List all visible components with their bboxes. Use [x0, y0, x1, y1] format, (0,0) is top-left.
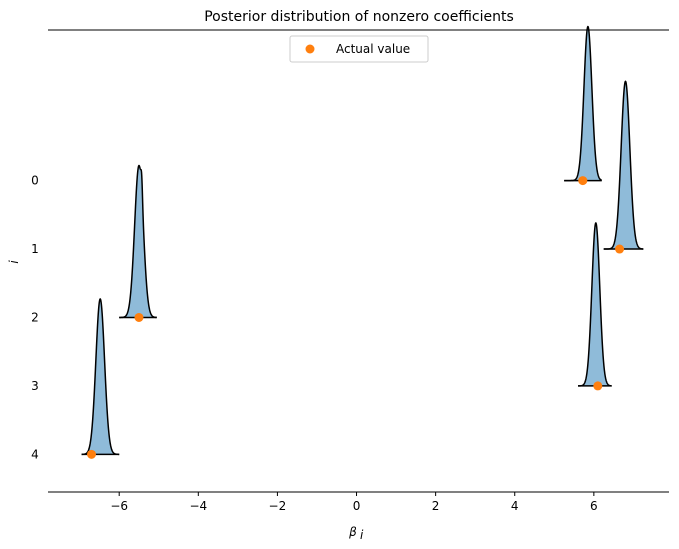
actual-value-marker: [134, 312, 144, 322]
actual-value-marker: [578, 176, 588, 186]
x-axis-title: β i: [348, 525, 364, 542]
density-outline: [578, 222, 612, 387]
x-axis-ticks: −6 −4 −2 0 2 4 6: [110, 492, 598, 513]
actual-value-marker: [87, 449, 97, 459]
x-tick-label: 4: [511, 499, 519, 513]
legend: Actual value: [289, 35, 429, 63]
y-tick-label: 3: [31, 379, 39, 393]
density-outline: [81, 298, 120, 456]
chart-title: Posterior distribution of nonzero coeffi…: [204, 9, 514, 25]
density-fill: [81, 298, 120, 455]
legend-marker: [305, 44, 315, 54]
ridge-3: [578, 222, 612, 391]
ridge-2: [119, 164, 157, 322]
legend-box: [289, 35, 429, 63]
density-fill: [578, 223, 612, 386]
ridge-0: [564, 25, 602, 186]
density-fill: [564, 26, 602, 181]
x-tick-label: 2: [432, 499, 440, 513]
x-tick-label: −4: [189, 499, 207, 513]
y-axis-ticks: 0 1 2 3 4: [31, 174, 39, 462]
x-axis-title-main: β: [348, 525, 357, 539]
x-tick-label: 6: [590, 499, 598, 513]
x-tick-label: −2: [269, 499, 287, 513]
y-tick-label: 2: [31, 310, 39, 324]
density-fill: [119, 165, 157, 318]
actual-value-marker: [593, 381, 603, 391]
ridge-4: [81, 298, 120, 459]
y-tick-label: 1: [31, 242, 39, 256]
y-axis-title: i: [7, 260, 21, 264]
density-outline: [119, 164, 157, 319]
y-tick-label: 0: [31, 174, 39, 188]
density-fill: [603, 81, 644, 250]
actual-value-marker: [615, 244, 625, 254]
x-tick-label: −6: [110, 499, 128, 513]
ridge-1: [603, 80, 644, 254]
legend-label: Actual value: [336, 42, 410, 56]
ridges: [81, 25, 644, 459]
y-tick-label: 4: [31, 447, 39, 461]
x-axis-title-sub: i: [360, 528, 364, 542]
x-tick-label: 0: [353, 499, 361, 513]
